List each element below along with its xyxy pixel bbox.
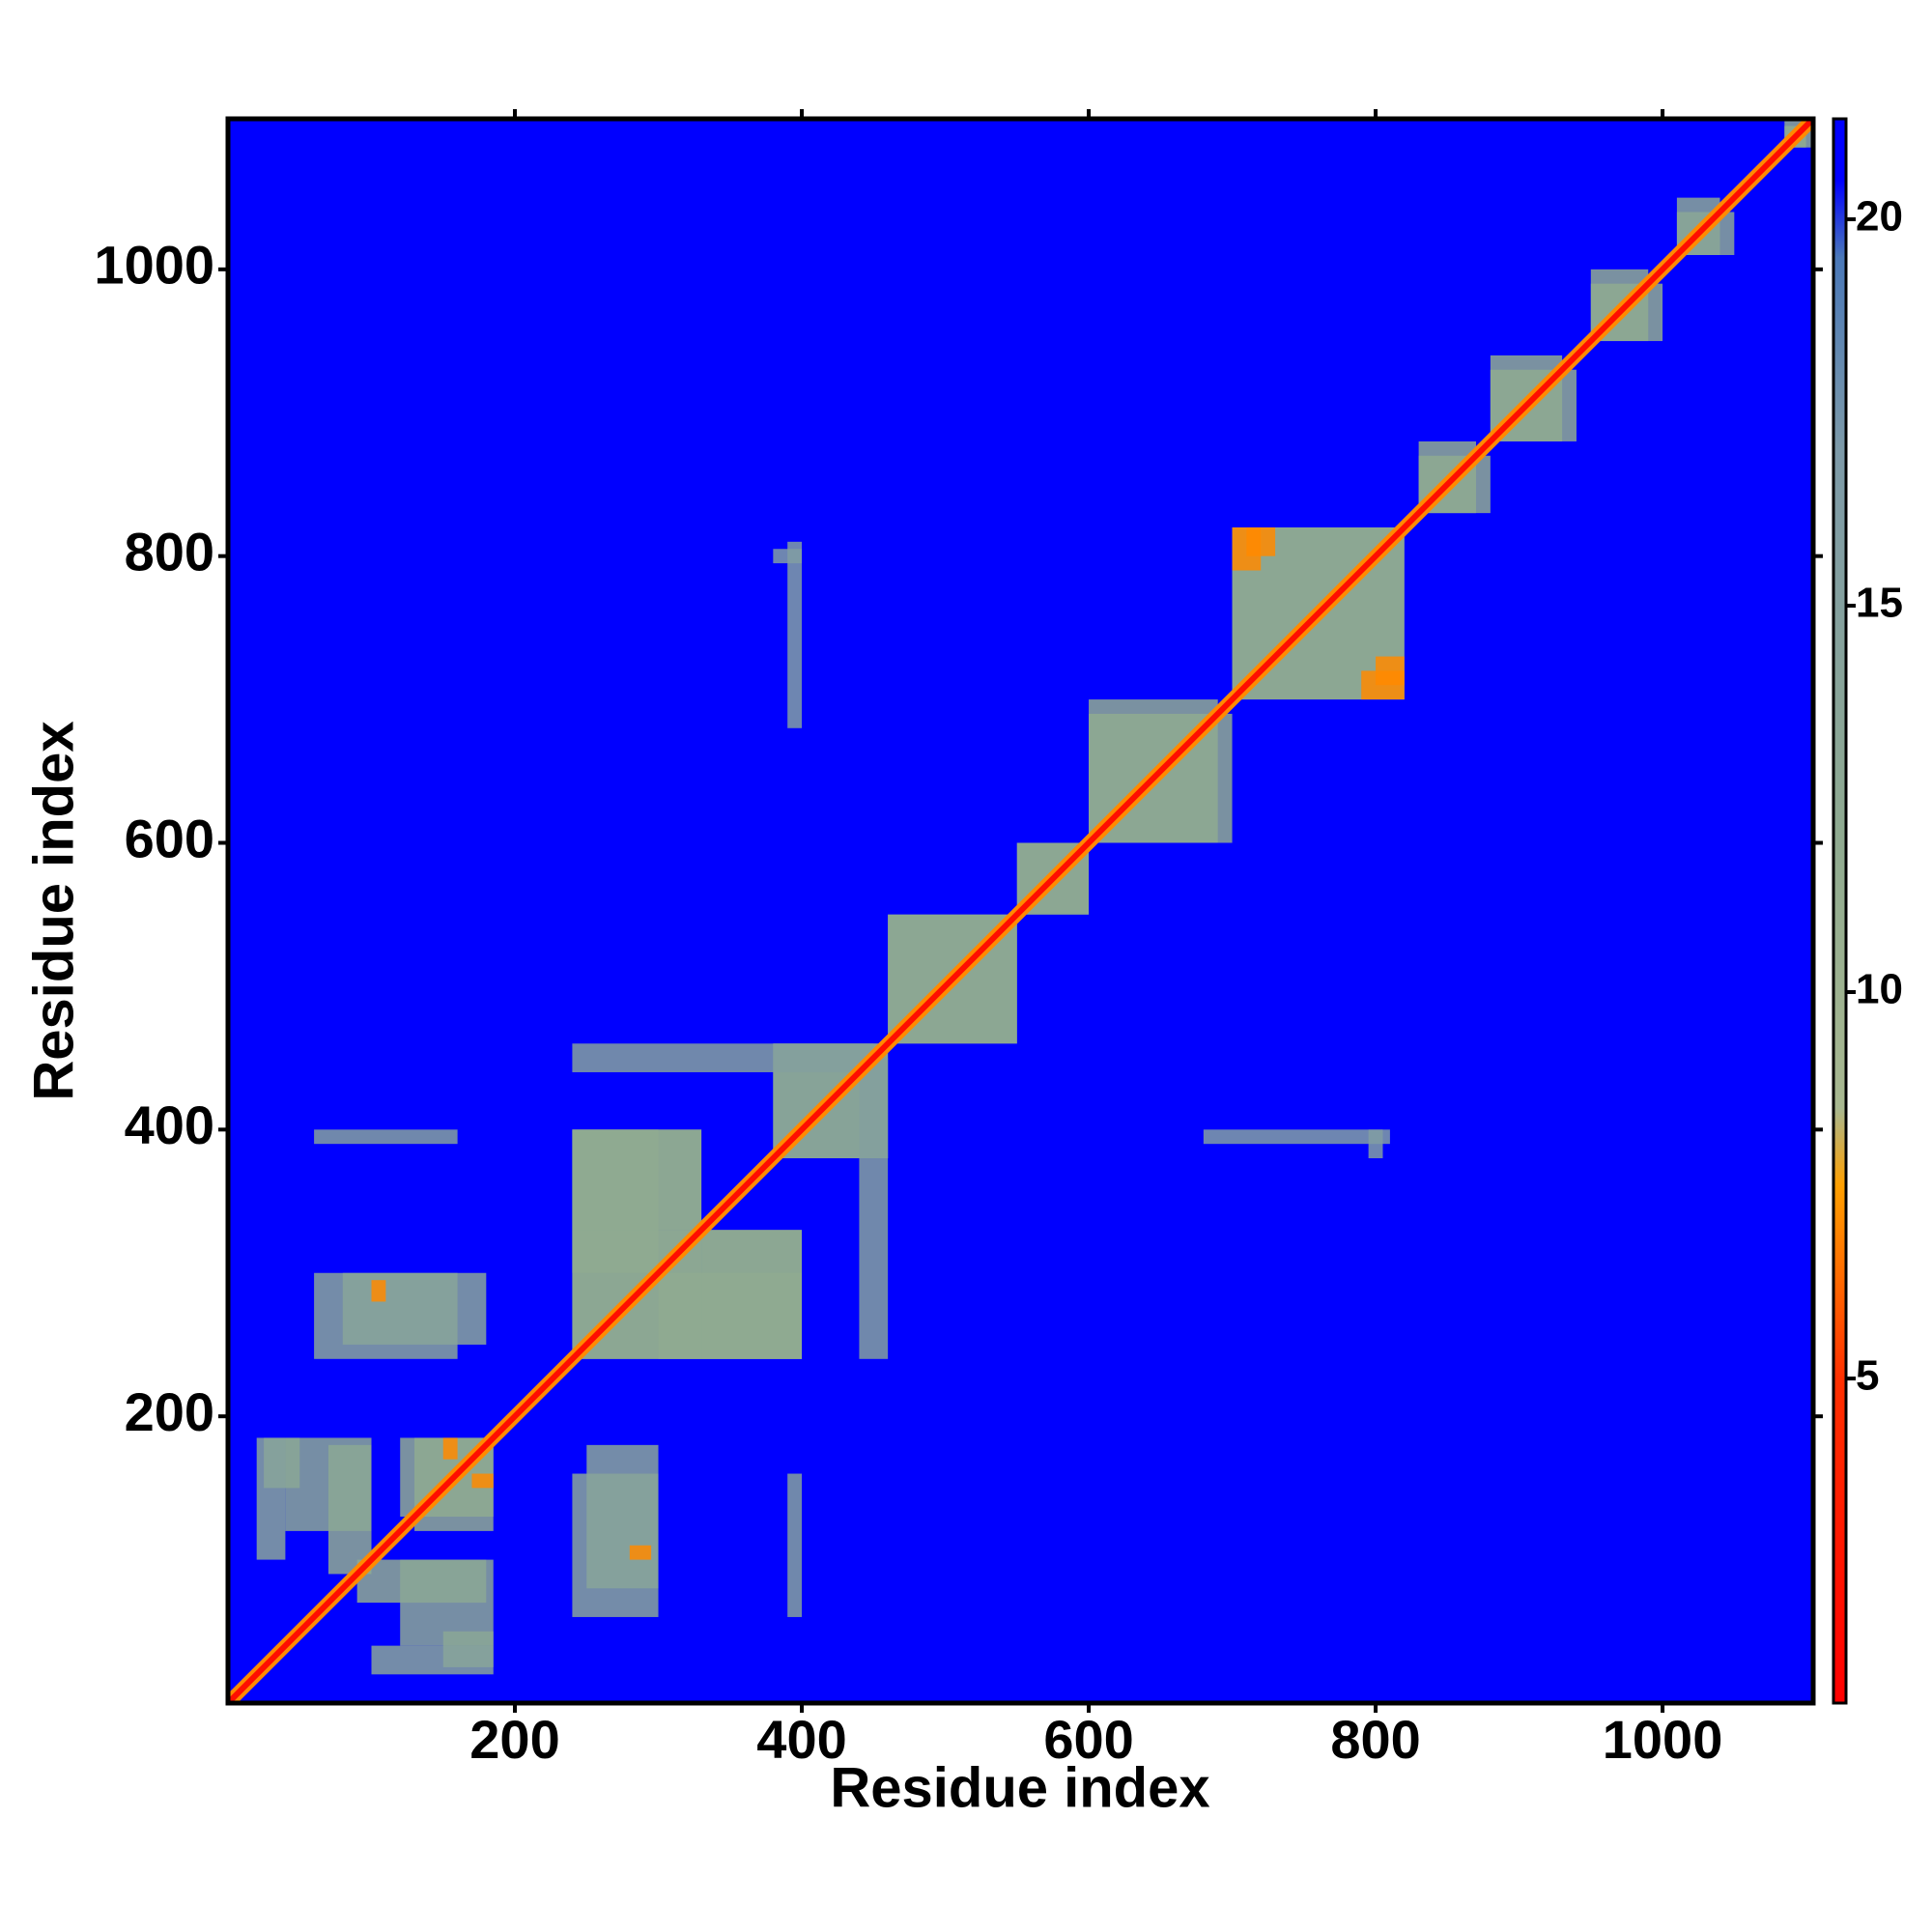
y-tick-label: 800 bbox=[125, 521, 214, 582]
heatmap-cell bbox=[787, 541, 803, 728]
colorbar-tick-label: 15 bbox=[1856, 580, 1903, 627]
heatmap-cell bbox=[629, 1545, 652, 1560]
heatmap-cell bbox=[1361, 670, 1405, 700]
heatmap-cell bbox=[1203, 1129, 1390, 1145]
heatmap-cell bbox=[471, 1473, 494, 1489]
x-tick-label: 200 bbox=[469, 1709, 559, 1770]
y-tick-label: 600 bbox=[125, 808, 214, 868]
heatmap-cell bbox=[314, 1129, 458, 1145]
y-tick-label: 200 bbox=[125, 1381, 214, 1442]
heatmap-cell bbox=[859, 1058, 889, 1359]
colorbar-tick-label: 10 bbox=[1856, 966, 1903, 1013]
heatmap-cell bbox=[572, 1129, 659, 1273]
heatmap-cell bbox=[256, 1437, 286, 1560]
heatmap-area bbox=[228, 119, 1813, 1703]
heatmap-cell bbox=[371, 1645, 494, 1675]
heatmap-cell bbox=[1232, 526, 1262, 571]
y-tick-label: 1000 bbox=[94, 235, 214, 296]
diagonal-band bbox=[228, 119, 1813, 1703]
plot-frame bbox=[225, 116, 1816, 1706]
x-tick-label: 400 bbox=[756, 1709, 846, 1770]
colorbar bbox=[1832, 117, 1848, 1705]
colorbar-tick-label: 5 bbox=[1856, 1352, 1879, 1400]
heatmap-cell bbox=[400, 1559, 494, 1646]
heatmap-cell bbox=[773, 549, 803, 564]
heatmap-cell bbox=[285, 1437, 372, 1531]
heatmap-cell bbox=[658, 1272, 803, 1359]
heatmap-cell bbox=[572, 1043, 874, 1072]
colorbar-tick-label: 20 bbox=[1856, 193, 1903, 241]
heatmap-cell bbox=[371, 1280, 386, 1302]
y-axis-title: Residue index bbox=[22, 721, 85, 1100]
heatmap-cell bbox=[1368, 1129, 1383, 1159]
y-tick-label: 400 bbox=[125, 1094, 214, 1155]
x-tick-label: 600 bbox=[1043, 1709, 1133, 1770]
x-tick-label: 1000 bbox=[1603, 1709, 1723, 1770]
heatmap-cell bbox=[787, 1473, 803, 1617]
heatmap-cell bbox=[442, 1437, 458, 1460]
x-tick-label: 800 bbox=[1330, 1709, 1420, 1770]
x-axis-title: Residue index bbox=[830, 1756, 1209, 1819]
